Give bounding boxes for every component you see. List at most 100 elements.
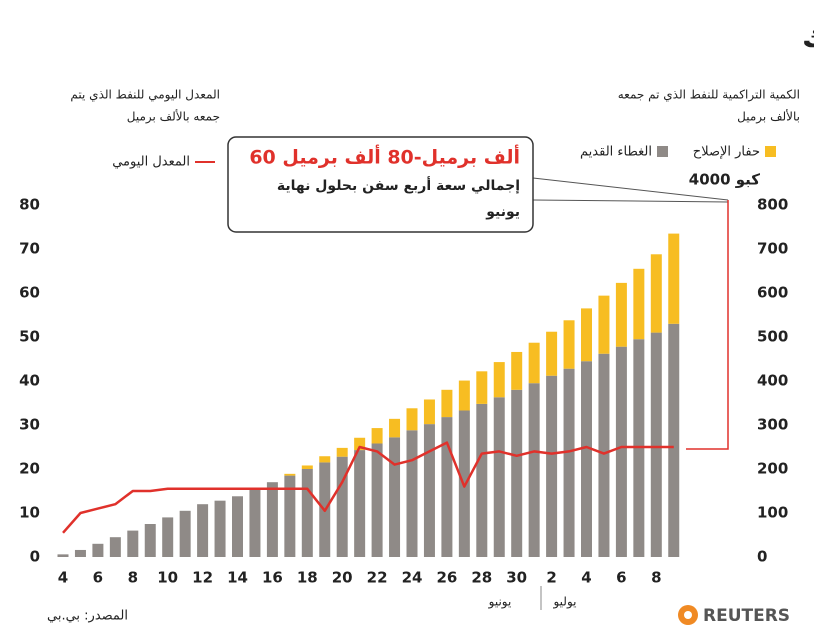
bar: [563, 320, 575, 369]
x-tick-label: 24: [402, 569, 423, 587]
bar: [162, 517, 174, 557]
bar: [179, 510, 191, 557]
bar: [493, 362, 505, 398]
x-tick-label: 2: [546, 569, 556, 587]
bar: [668, 233, 680, 324]
bar: [598, 295, 610, 354]
y2-tick-label: 400: [757, 372, 788, 390]
bar: [301, 469, 313, 557]
bar: [476, 371, 488, 404]
line: [62, 441, 674, 534]
bar: [528, 342, 540, 384]
corner-note: كبو 4000: [689, 171, 760, 189]
y2-axis-label: الكمية التراكمية للنفط الذي تم جمعه: [618, 88, 800, 103]
x-tick-label: 4: [581, 569, 591, 587]
callout-line: [532, 199, 729, 203]
bar: [74, 549, 86, 557]
y-tick-label: 30: [19, 416, 40, 434]
y-axis-label: المعدل اليومي للنفط الذي يتم: [70, 88, 220, 103]
legend-swatch: [765, 146, 776, 157]
y-tick-label: 10: [19, 504, 40, 522]
bar: [668, 323, 680, 557]
x-tick-label: 10: [157, 569, 178, 587]
bar: [406, 430, 418, 557]
y2-tick-label: 0: [757, 548, 767, 566]
bar: [336, 447, 348, 457]
bar: [598, 353, 610, 557]
annotation-box: [227, 136, 534, 233]
y2-axis-label: بالألف برميل: [737, 109, 800, 125]
legend-swatch: [657, 146, 668, 157]
x-tick-label: 26: [436, 569, 457, 587]
callout-line: [532, 177, 729, 201]
y-tick-label: 50: [19, 328, 40, 346]
bar: [615, 282, 627, 347]
x-tick-label: 18: [297, 569, 318, 587]
bar: [57, 554, 69, 557]
x-tick-label: 6: [616, 569, 626, 587]
bar: [615, 346, 627, 557]
callout-connector: [686, 200, 729, 450]
y2-tick-label: 100: [757, 504, 788, 522]
bar: [354, 450, 366, 557]
x-tick-label: 16: [262, 569, 283, 587]
y-tick-label: 70: [19, 240, 40, 258]
bar: [301, 465, 313, 469]
x-tick-label: 22: [367, 569, 388, 587]
bar: [441, 389, 453, 418]
x-tick-label: 8: [128, 569, 138, 587]
bar: [371, 428, 383, 444]
bar: [354, 437, 366, 451]
y-tick-label: 0: [30, 548, 40, 566]
y2-tick-label: 300: [757, 416, 788, 434]
bar: [371, 443, 383, 557]
x-tick-label: 4: [58, 569, 68, 587]
y2-tick-label: 600: [757, 284, 788, 302]
bar: [633, 268, 645, 340]
bar: [232, 496, 243, 557]
bar: [214, 500, 226, 557]
bar: [511, 389, 523, 557]
x-tick-label: 6: [93, 569, 103, 587]
bar: [476, 403, 488, 557]
x-tick-label: 28: [471, 569, 492, 587]
bar: [144, 524, 156, 557]
source: المصدر: بي.بي: [47, 609, 128, 624]
x-tick-label: 12: [192, 569, 213, 587]
legend-label: الغطاء القديم: [580, 145, 652, 160]
bar: [127, 530, 139, 557]
bar: [284, 473, 296, 476]
bar: [650, 254, 662, 333]
bar: [581, 361, 592, 557]
bar: [406, 408, 418, 431]
x-tick-label: 20: [332, 569, 353, 587]
bar: [423, 424, 435, 557]
bar: [546, 331, 558, 376]
bar: [581, 308, 592, 362]
y-axis-label: جمعه بالألف برميل: [127, 109, 220, 125]
bar: [197, 504, 209, 557]
brand-logo: [684, 611, 692, 619]
y-tick-label: 40: [19, 372, 40, 390]
y-tick-label: 20: [19, 460, 40, 478]
bar: [109, 537, 121, 557]
y2-tick-label: 800: [757, 196, 788, 214]
x-tick-label: 8: [651, 569, 661, 587]
bar: [493, 397, 505, 557]
bar: [563, 368, 575, 557]
y2-tick-label: 700: [757, 240, 788, 258]
x-tick-label: 30: [506, 569, 527, 587]
bar: [284, 475, 296, 557]
brand: REUTERS: [703, 606, 790, 626]
month-label: يونيو: [488, 595, 512, 610]
bar: [266, 482, 278, 557]
bar: [249, 488, 261, 557]
y2-tick-label: 200: [757, 460, 788, 478]
chart-title: تركيب غطاء جديد لمنع تسرب النفط بخليج ال…: [802, 20, 814, 55]
bar: [650, 332, 662, 557]
bar: [528, 383, 540, 557]
bar: [319, 456, 331, 463]
y-tick-label: 80: [19, 196, 40, 214]
